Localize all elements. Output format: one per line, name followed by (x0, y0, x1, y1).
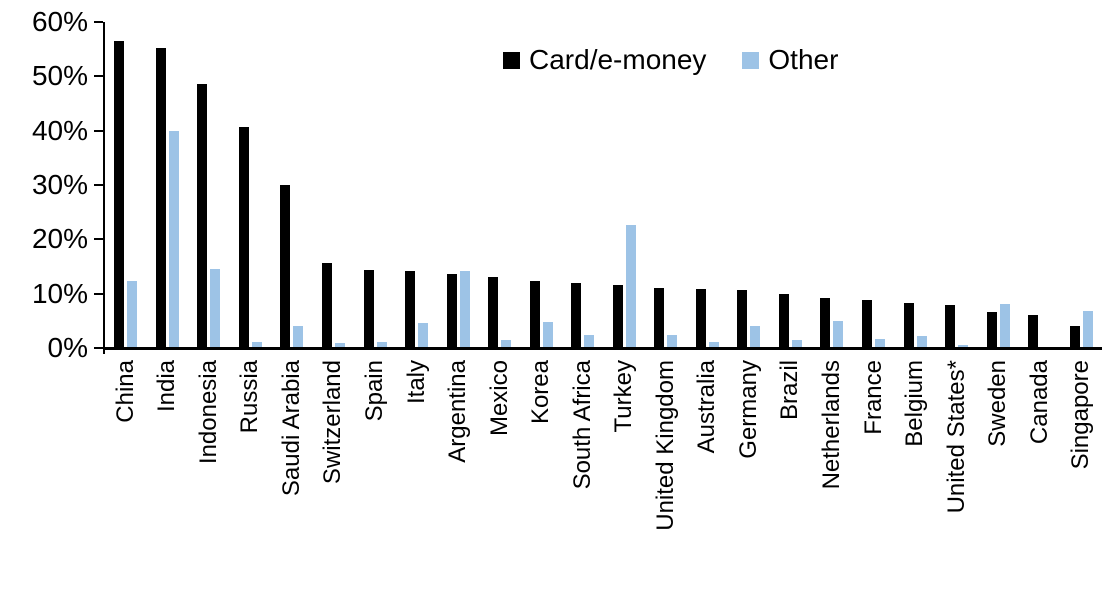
bar-card (987, 312, 997, 347)
x-axis-label: Brazil (776, 360, 803, 421)
bar-card (197, 84, 207, 347)
x-axis-label: Indonesia (195, 360, 222, 465)
bar-card (737, 290, 747, 347)
x-axis-label: Canada (1026, 360, 1053, 445)
bar-other (335, 343, 345, 347)
bar-card (779, 294, 789, 347)
other-swatch-icon (742, 51, 760, 69)
bar-card (613, 285, 623, 347)
bar-other (667, 335, 677, 347)
bar-other (792, 340, 802, 347)
x-axis-label: Italy (403, 360, 430, 405)
y-axis-tick (94, 129, 103, 132)
bar-card (114, 41, 124, 347)
bar-card (405, 271, 415, 347)
bar-card (280, 185, 290, 347)
x-axis-label: Singapore (1067, 360, 1094, 470)
bar-other (958, 345, 968, 347)
bar-other (210, 269, 220, 347)
bar-card (1028, 315, 1038, 347)
x-axis-label: Sweden (984, 360, 1011, 447)
bar-other (460, 271, 470, 347)
bar-card (364, 270, 374, 347)
y-axis-tick (94, 75, 103, 78)
y-axis (103, 22, 105, 354)
bar-other (127, 281, 137, 347)
legend-item-card-e-money: Card/e-money (503, 45, 706, 75)
bar-other (626, 225, 636, 347)
legend-item-other: Other (742, 45, 838, 75)
bar-other (377, 342, 387, 347)
y-axis-label: 50% (31, 60, 88, 92)
bar-other (501, 340, 511, 347)
bar-other (750, 326, 760, 347)
bar-card (862, 300, 872, 347)
bar-card (447, 274, 457, 347)
bar-other (1000, 304, 1010, 347)
x-axis-label: United Kingdom (652, 360, 679, 531)
y-axis-label: 40% (31, 114, 88, 146)
x-axis-label: Turkey (610, 360, 637, 433)
y-axis-tick (94, 21, 103, 23)
x-axis-label: Switzerland (319, 360, 346, 485)
bar-other (709, 342, 719, 347)
bar-card (322, 263, 332, 347)
x-axis-label: Mexico (486, 360, 513, 437)
bar-card (239, 127, 249, 347)
y-axis-tick (94, 347, 103, 349)
y-axis-label: 30% (31, 169, 88, 200)
bar-card (654, 288, 664, 347)
bar-card (571, 283, 581, 347)
y-axis-tick (94, 238, 103, 241)
bar-card (488, 277, 498, 347)
bar-other (418, 323, 428, 347)
bar-other (875, 339, 885, 347)
legend-label-card-e-money: Card/e-money (529, 44, 707, 75)
bar-card (1070, 326, 1080, 347)
chart-legend: Card/e-money Other (503, 45, 838, 75)
x-axis-label: Belgium (901, 360, 928, 447)
y-axis-tick (94, 184, 103, 186)
x-axis (103, 347, 1102, 350)
x-axis-label: South Africa (569, 360, 596, 490)
bar-card (904, 303, 914, 347)
legend-label-other: Other (768, 44, 839, 75)
x-axis-label: Australia (693, 360, 720, 454)
x-axis-label: Germany (735, 360, 762, 459)
bar-other (169, 131, 179, 347)
x-axis-label: Saudi Arabia (278, 360, 305, 497)
bar-other (1083, 311, 1093, 347)
y-axis-label: 60% (31, 6, 88, 37)
bar-card (696, 289, 706, 347)
bar-other (543, 322, 553, 347)
bar-other (833, 321, 843, 347)
y-axis-label: 10% (31, 277, 88, 309)
bar-other (584, 335, 594, 347)
bar-card (530, 281, 540, 347)
y-axis-tick (94, 292, 103, 295)
y-axis-label: 0% (47, 332, 88, 363)
bar-other (293, 326, 303, 347)
bar-card (820, 298, 830, 347)
bar-card (945, 305, 955, 347)
y-axis-label: 20% (31, 223, 88, 255)
x-axis-label: Netherlands (818, 360, 845, 490)
x-axis-label: France (860, 360, 887, 435)
x-axis-label: India (153, 360, 180, 413)
x-axis-label: United States* (943, 360, 970, 514)
bar-other (917, 336, 927, 347)
bar-other (252, 342, 262, 347)
bar-card (156, 48, 166, 347)
x-axis-label: Argentina (444, 360, 471, 463)
card-e-money-swatch-icon (503, 51, 520, 69)
x-axis-label: Korea (527, 360, 554, 425)
x-axis-label: Spain (361, 360, 388, 422)
x-axis-label: China (112, 360, 139, 423)
x-axis-label: Russia (236, 360, 263, 434)
